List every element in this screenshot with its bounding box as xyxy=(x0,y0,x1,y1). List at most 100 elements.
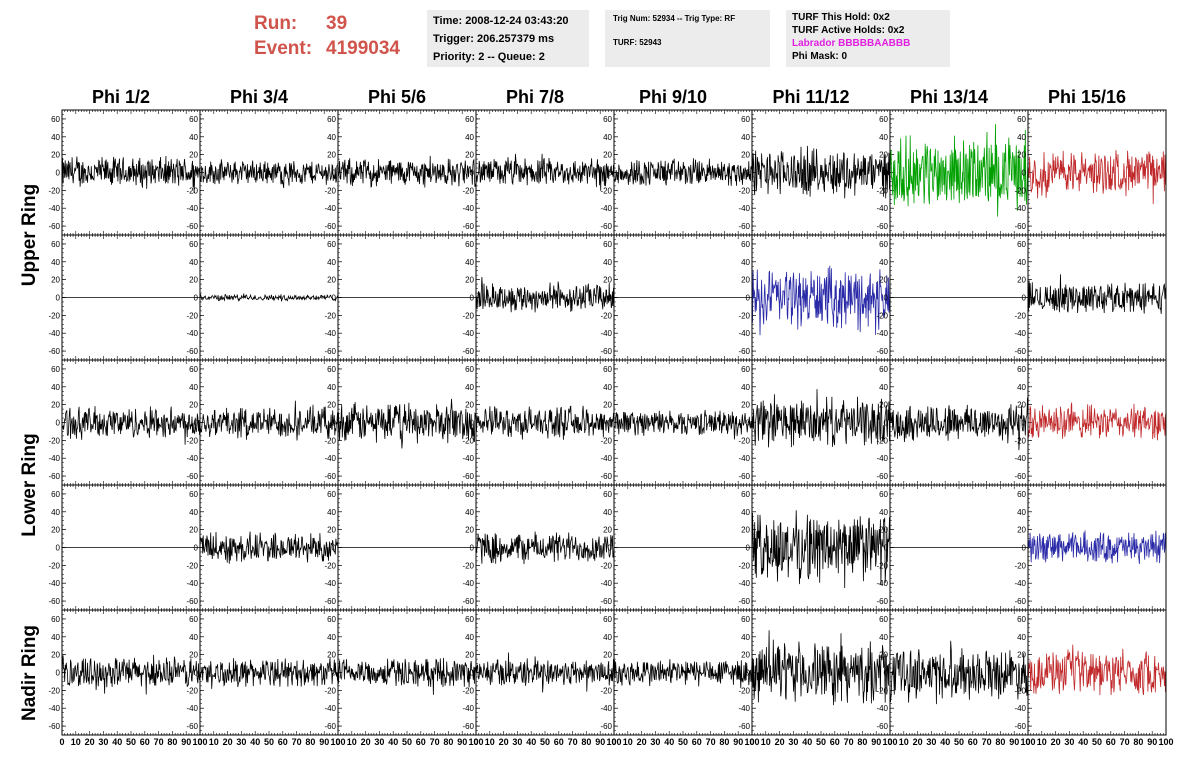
y-tick-label: -40 xyxy=(876,204,888,213)
turf-text: TURF: 52943 xyxy=(613,38,662,47)
y-tick-label: -20 xyxy=(324,311,336,320)
y-tick-label: -60 xyxy=(876,597,888,606)
y-tick-label: -60 xyxy=(48,472,60,481)
y-tick-label: -60 xyxy=(324,347,336,356)
y-tick-label: 60 xyxy=(327,240,336,249)
y-tick-label: 40 xyxy=(879,383,888,392)
y-tick-label: -60 xyxy=(738,597,750,606)
y-tick-label: -60 xyxy=(738,472,750,481)
y-tick-label: -40 xyxy=(48,454,60,463)
waveform-trace xyxy=(199,293,339,302)
y-tick-label: -60 xyxy=(186,472,198,481)
y-tick-label: -20 xyxy=(186,561,198,570)
y-tick-label: -20 xyxy=(324,436,336,445)
y-tick-label: 0 xyxy=(746,169,751,178)
y-tick-label: 20 xyxy=(51,276,60,285)
labrador-text: Labrador BBBBBAABBB xyxy=(792,38,911,49)
y-tick-label: 0 xyxy=(1022,544,1027,553)
run-value: 39 xyxy=(326,13,348,34)
y-tick-label: 0 xyxy=(194,419,199,428)
y-tick-label: 20 xyxy=(51,526,60,535)
y-tick-label: 40 xyxy=(741,258,750,267)
y-tick-label: -40 xyxy=(600,454,612,463)
y-tick-label: -20 xyxy=(48,311,60,320)
time-info-box: Time: 2008-12-24 03:43:20 Trigger: 206.2… xyxy=(427,10,589,67)
y-tick-label: -20 xyxy=(738,186,750,195)
y-tick-label: 0 xyxy=(1022,169,1027,178)
y-tick-label: 0 xyxy=(608,294,613,303)
y-tick-label: 0 xyxy=(746,419,751,428)
y-tick-label: 60 xyxy=(51,115,60,124)
y-tick-label: 20 xyxy=(327,151,336,160)
y-tick-label: -20 xyxy=(738,436,750,445)
y-tick-label: 20 xyxy=(51,401,60,410)
y-tick-label: -60 xyxy=(600,597,612,606)
y-tick-label: 60 xyxy=(51,490,60,499)
y-tick-label: -20 xyxy=(600,561,612,570)
y-tick-label: 60 xyxy=(603,115,612,124)
y-tick-label: -40 xyxy=(324,329,336,338)
y-tick-label: -40 xyxy=(600,204,612,213)
y-tick-label: -60 xyxy=(462,597,474,606)
y-tick-label: -40 xyxy=(324,579,336,588)
run-label: Run: xyxy=(254,13,298,34)
y-tick-label: 0 xyxy=(194,669,199,678)
y-tick-label: -20 xyxy=(48,686,60,695)
y-tick-label: -40 xyxy=(738,454,750,463)
y-tick-label: -40 xyxy=(1014,454,1026,463)
y-tick-label: 0 xyxy=(332,169,337,178)
y-tick-label: 20 xyxy=(879,526,888,535)
y-tick-label: 40 xyxy=(603,258,612,267)
y-tick-label: 0 xyxy=(332,544,337,553)
y-tick-label: 20 xyxy=(189,276,198,285)
y-tick-label: 60 xyxy=(465,240,474,249)
y-tick-label: 60 xyxy=(879,115,888,124)
y-tick-label: -20 xyxy=(462,186,474,195)
waveform-trace xyxy=(889,397,1029,451)
y-tick-label: -40 xyxy=(186,454,198,463)
waveform-trace xyxy=(475,153,615,191)
waveform-trace xyxy=(61,406,201,445)
y-tick-label: 40 xyxy=(603,133,612,142)
y-tick-label: -40 xyxy=(738,579,750,588)
y-tick-label: 0 xyxy=(884,169,889,178)
y-tick-label: 40 xyxy=(51,383,60,392)
y-tick-label: 0 xyxy=(608,169,613,178)
y-tick-label: 0 xyxy=(56,544,61,553)
y-tick-label: 40 xyxy=(603,508,612,517)
y-tick-label: -60 xyxy=(186,222,198,231)
y-tick-label: 60 xyxy=(465,115,474,124)
y-tick-label: -60 xyxy=(186,347,198,356)
phi-mask-text: Phi Mask: 0 xyxy=(792,51,848,62)
y-tick-label: -60 xyxy=(186,722,198,731)
y-tick-label: 0 xyxy=(884,419,889,428)
waveform-trace xyxy=(751,510,891,589)
y-tick-label: 20 xyxy=(603,151,612,160)
y-tick-label: -40 xyxy=(324,204,336,213)
y-tick-label: -60 xyxy=(876,222,888,231)
y-tick-label: 60 xyxy=(465,365,474,374)
y-tick-label: 20 xyxy=(327,276,336,285)
y-tick-label: 40 xyxy=(879,133,888,142)
y-tick-label: 40 xyxy=(1017,383,1026,392)
y-tick-label: -40 xyxy=(462,454,474,463)
y-tick-label: 20 xyxy=(741,276,750,285)
y-tick-label: 40 xyxy=(879,508,888,517)
y-tick-label: 60 xyxy=(603,240,612,249)
column-header-phi-11-12: Phi 11/12 xyxy=(772,87,850,107)
y-tick-label: -40 xyxy=(738,329,750,338)
y-tick-label: 40 xyxy=(51,258,60,267)
y-tick-label: 0 xyxy=(470,169,475,178)
turf-active-text: TURF Active Holds: 0x2 xyxy=(792,25,905,36)
waveform-trace xyxy=(889,124,1029,217)
y-tick-label: 0 xyxy=(56,419,61,428)
y-tick-label: 20 xyxy=(327,526,336,535)
y-tick-label: -20 xyxy=(738,311,750,320)
y-tick-label: -40 xyxy=(462,579,474,588)
turf-info-box: TURF This Hold: 0x2 TURF Active Holds: 0… xyxy=(786,10,950,67)
y-tick-label: 40 xyxy=(189,258,198,267)
y-tick-label: 0 xyxy=(194,169,199,178)
waveform-trace xyxy=(61,155,201,194)
y-tick-label: 0 xyxy=(884,544,889,553)
